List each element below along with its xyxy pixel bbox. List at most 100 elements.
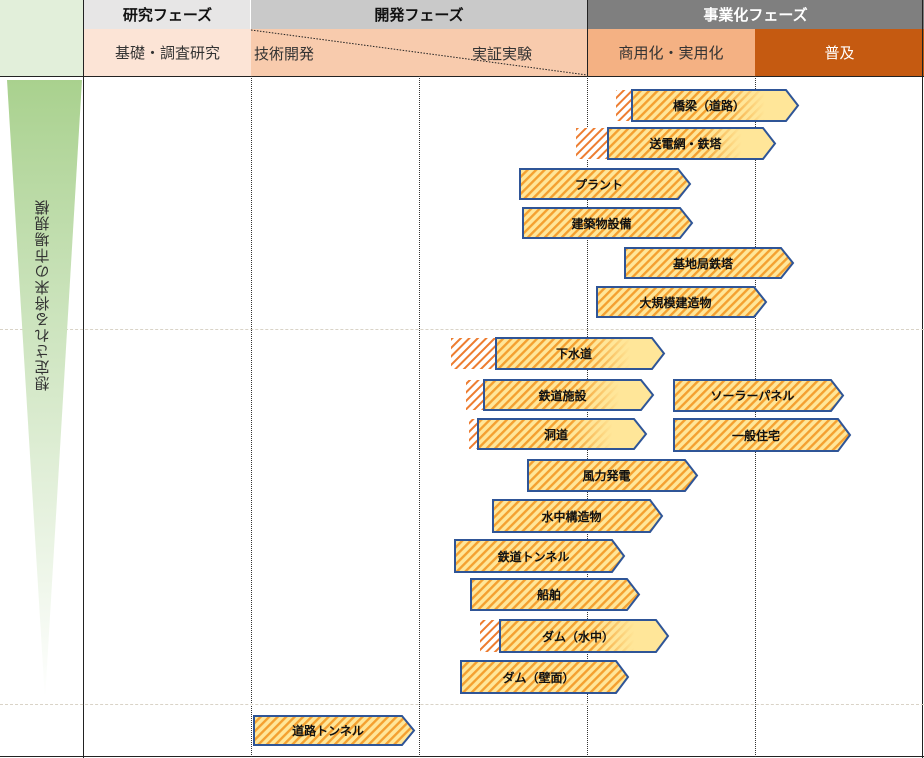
roadmap-arrow bbox=[616, 89, 800, 122]
arrow-border bbox=[527, 459, 699, 492]
arrow-label: 大規模建造物 bbox=[639, 295, 712, 310]
bottom-border bbox=[0, 756, 924, 757]
roadmap-arrow bbox=[673, 418, 852, 452]
arrow-shape bbox=[471, 579, 639, 610]
left-border bbox=[83, 0, 84, 758]
roadmap-arrow bbox=[253, 715, 416, 746]
arrow-lead-hatch bbox=[616, 90, 632, 121]
arrow-border bbox=[483, 379, 655, 411]
corner-cell bbox=[0, 0, 84, 76]
arrow-label: 橋梁（道路） bbox=[672, 99, 745, 113]
arrow-border bbox=[499, 619, 670, 653]
header-bottom-border bbox=[0, 76, 924, 77]
roadmap-arrow bbox=[460, 660, 630, 694]
phase-research: 研究フェーズ bbox=[84, 0, 251, 29]
arrow-border bbox=[631, 89, 800, 122]
arrow-border bbox=[673, 379, 845, 412]
grid-line bbox=[251, 76, 252, 757]
roadmap-arrow bbox=[451, 337, 666, 370]
arrow-fade bbox=[478, 419, 646, 449]
roadmap-arrow bbox=[470, 578, 641, 611]
subphase-development-cell: 技術開発 実証実験 bbox=[251, 29, 587, 76]
arrow-fade bbox=[632, 90, 798, 121]
grid-line bbox=[755, 76, 756, 757]
arrow-border bbox=[492, 499, 664, 533]
arrow-border bbox=[624, 247, 795, 279]
phase-commercialization: 事業化フェーズ bbox=[587, 0, 924, 29]
roadmap-arrow bbox=[454, 539, 626, 573]
phase-divider bbox=[250, 0, 251, 29]
arrow-label: 基地局鉄塔 bbox=[672, 256, 733, 271]
roadmap-arrow bbox=[527, 459, 699, 492]
arrow-lead-hatch bbox=[451, 338, 496, 369]
arrow-shape bbox=[520, 169, 690, 199]
arrow-border bbox=[607, 127, 777, 160]
arrow-border bbox=[477, 418, 648, 450]
arrow-border bbox=[495, 337, 666, 370]
arrow-border bbox=[253, 715, 416, 746]
row-divider bbox=[0, 704, 924, 705]
subphase-commercial: 商用化・実用化 bbox=[587, 29, 755, 76]
arrow-label: 風力発電 bbox=[582, 469, 631, 483]
roadmap-arrow bbox=[466, 379, 655, 411]
arrow-border bbox=[454, 539, 626, 573]
roadmap-arrow bbox=[480, 619, 670, 653]
arrow-label: 水中構造物 bbox=[541, 509, 602, 524]
arrow-label: 鉄道トンネル bbox=[497, 549, 570, 564]
arrow-shape bbox=[597, 287, 766, 317]
arrow-border bbox=[522, 207, 694, 239]
market-size-wedge bbox=[7, 80, 82, 700]
arrow-fade bbox=[608, 128, 775, 159]
arrow-shape bbox=[493, 500, 662, 532]
arrow-border bbox=[673, 418, 852, 452]
arrow-border bbox=[470, 578, 641, 611]
grid-line bbox=[419, 76, 420, 757]
arrow-label: ダム（水中） bbox=[541, 629, 614, 644]
subphase-basic-research: 基礎・調査研究 bbox=[84, 29, 251, 76]
arrow-fade bbox=[500, 620, 668, 652]
phase-development: 開発フェーズ bbox=[251, 0, 587, 29]
arrow-shape bbox=[674, 380, 843, 411]
arrow-shape bbox=[625, 248, 793, 278]
grid-line bbox=[587, 76, 588, 757]
row-divider bbox=[0, 329, 924, 330]
subphase-spread: 普及 bbox=[755, 29, 924, 76]
diagonal-divider bbox=[251, 29, 587, 76]
arrow-border bbox=[596, 286, 768, 318]
arrow-label: 下水道 bbox=[555, 347, 592, 361]
arrow-shape bbox=[523, 208, 692, 238]
arrow-label: 船舶 bbox=[536, 588, 561, 602]
roadmap-arrow bbox=[469, 418, 648, 450]
arrow-label: 鉄道施設 bbox=[538, 388, 587, 403]
arrow-shape bbox=[528, 460, 697, 491]
arrow-label: 道路トンネル bbox=[292, 724, 364, 738]
arrow-shape bbox=[461, 661, 628, 693]
roadmap-arrow bbox=[673, 379, 845, 412]
arrow-shape bbox=[674, 419, 850, 451]
roadmap-arrow bbox=[576, 127, 777, 160]
arrow-lead-hatch bbox=[469, 419, 478, 449]
arrow-label: 送電網・鉄塔 bbox=[649, 137, 722, 151]
arrow-lead-hatch bbox=[576, 128, 608, 159]
arrow-label: ダム（壁面） bbox=[502, 670, 575, 685]
phase-divider bbox=[587, 0, 588, 76]
arrow-label: ソーラーパネル bbox=[710, 389, 795, 403]
arrow-lead-hatch bbox=[480, 620, 500, 652]
roadmap-arrow bbox=[596, 286, 768, 318]
arrow-label: プラント bbox=[574, 177, 623, 192]
arrow-label: 一般住宅 bbox=[731, 428, 780, 443]
arrow-shape bbox=[254, 716, 414, 745]
arrow-fade bbox=[484, 380, 653, 410]
arrow-fade bbox=[496, 338, 664, 369]
subphase-tech-dev: 技術開発 bbox=[254, 45, 315, 63]
roadmap-arrow bbox=[519, 168, 692, 200]
arrow-label: 洞道 bbox=[543, 427, 568, 442]
roadmap-arrow bbox=[522, 207, 694, 239]
arrow-border bbox=[460, 660, 630, 694]
arrow-shape bbox=[455, 540, 624, 572]
arrow-lead-hatch bbox=[466, 380, 484, 410]
roadmap-arrow bbox=[492, 499, 664, 533]
arrow-label: 建築物設備 bbox=[571, 216, 632, 231]
subphase-demo: 実証実験 bbox=[472, 45, 533, 63]
roadmap-arrow bbox=[624, 247, 795, 279]
